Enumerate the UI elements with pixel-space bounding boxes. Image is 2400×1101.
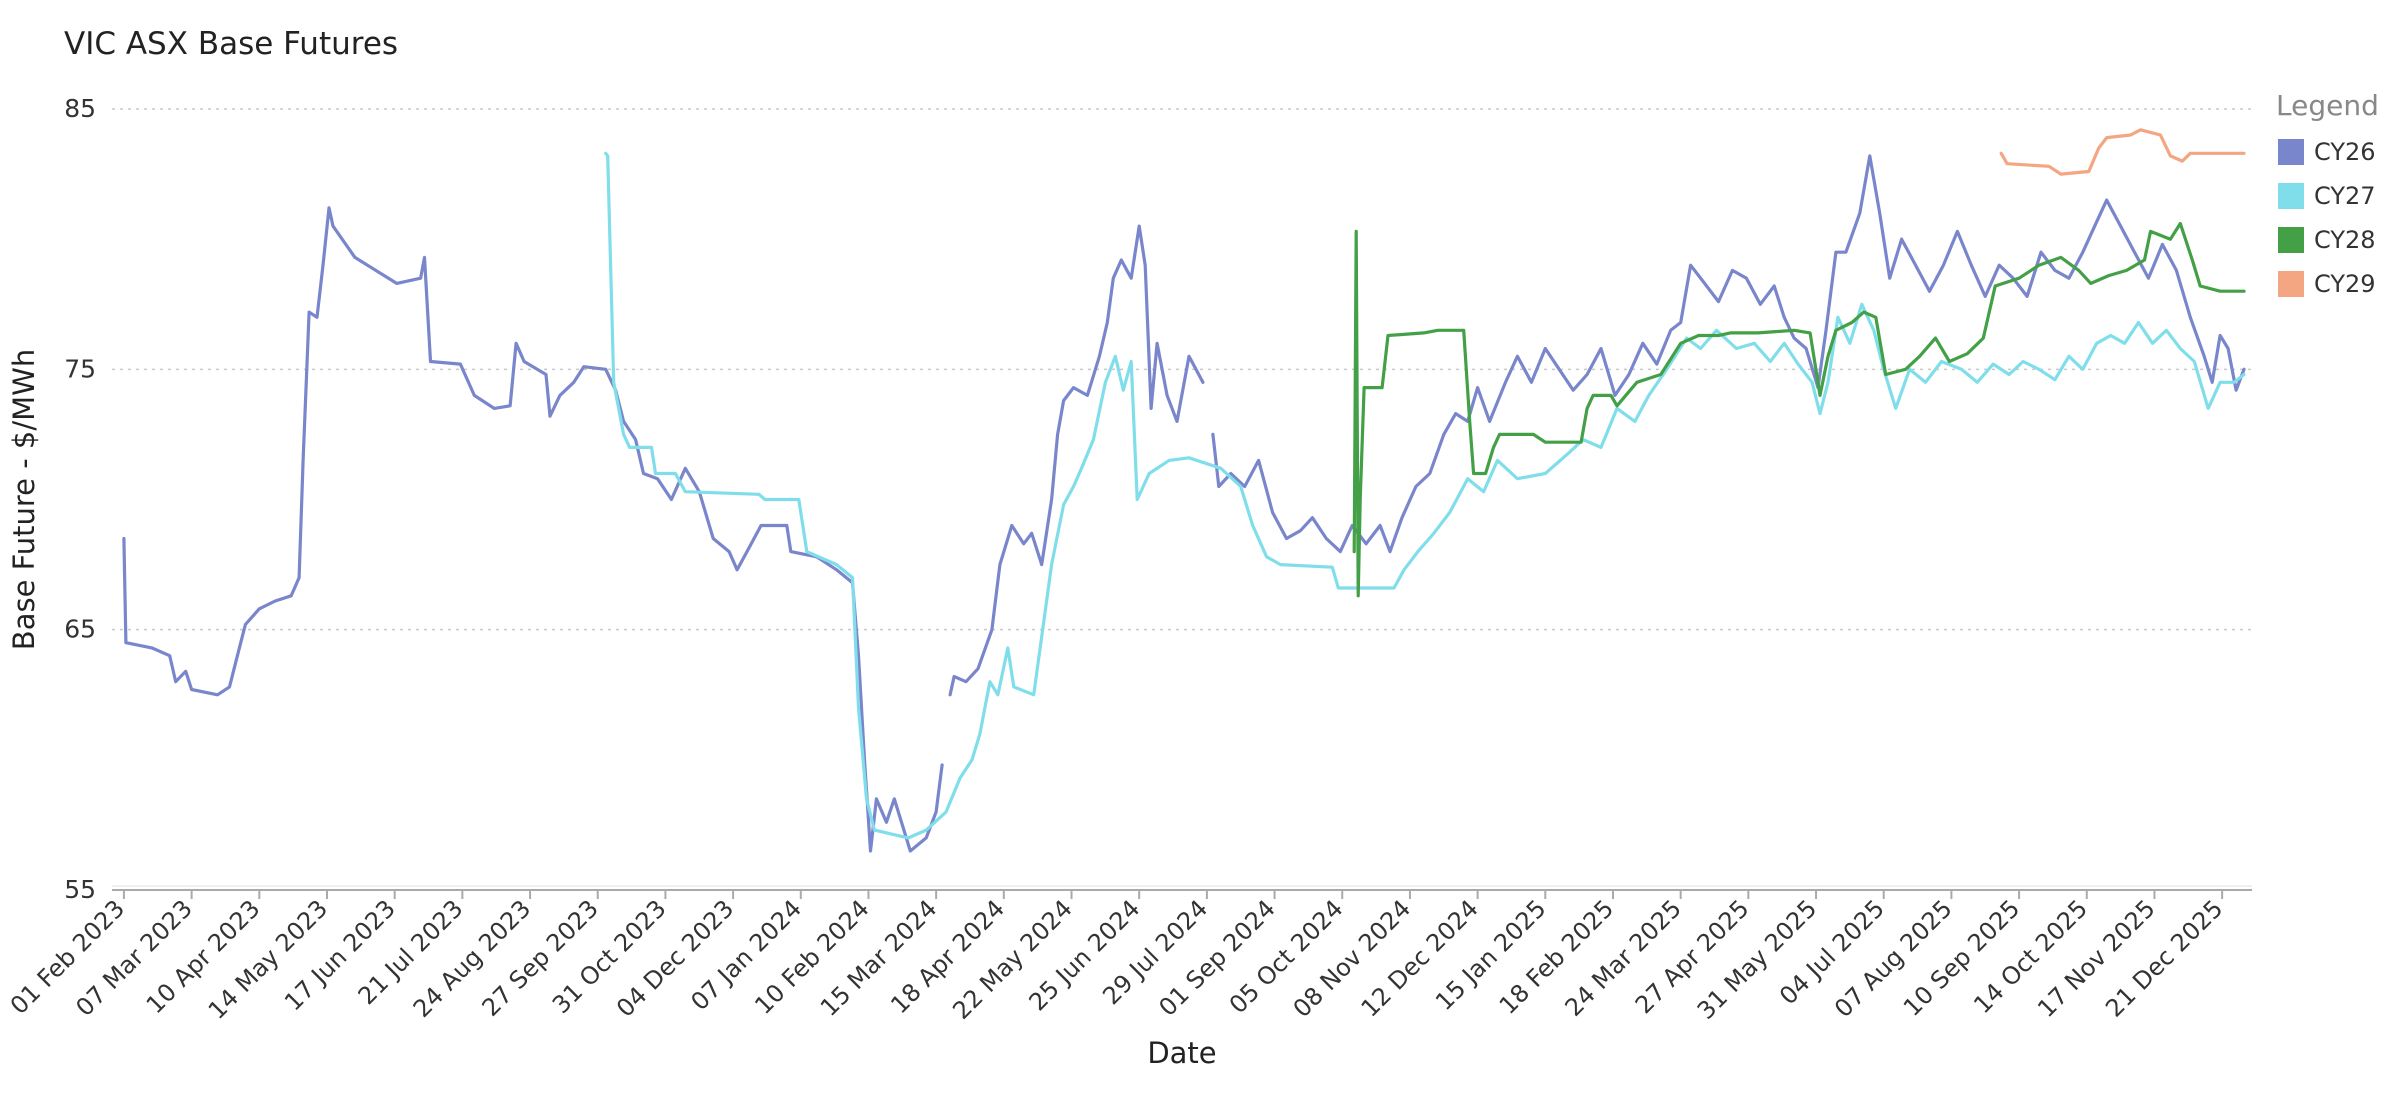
legend-swatch-cy27 — [2278, 183, 2304, 209]
x-tick-label: 14 May 2023 — [203, 894, 333, 1024]
legend-label-cy28: CY28 — [2314, 226, 2376, 254]
x-tick-label: 24 Mar 2025 — [1560, 894, 1687, 1021]
legend: Legend CY26 CY27 CY28 CY29 — [2276, 89, 2379, 298]
y-tick-label: 55 — [64, 875, 96, 904]
x-tick-label: 07 Aug 2025 — [1829, 894, 1958, 1023]
legend-label-cy29: CY29 — [2314, 270, 2376, 298]
series-line-cy26 — [1211, 154, 2246, 554]
x-tick-label: 17 Nov 2025 — [2032, 894, 2160, 1022]
x-axis-label: Date — [1147, 1036, 1216, 1070]
y-tick-label: 85 — [64, 94, 96, 123]
legend-title: Legend — [2276, 89, 2379, 122]
x-tick-label: 31 May 2025 — [1692, 894, 1822, 1024]
x-tick-label: 12 Dec 2024 — [1356, 894, 1484, 1022]
x-tick-label: 27 Sep 2023 — [477, 894, 604, 1021]
legend-label-cy27: CY27 — [2314, 182, 2376, 210]
x-tick-label: 10 Sep 2025 — [1898, 894, 2025, 1021]
x-tick-label: 24 Aug 2023 — [408, 894, 537, 1023]
legend-label-cy26: CY26 — [2314, 138, 2376, 166]
y-axis-label: Base Future - $/MWh — [7, 349, 41, 650]
series-line-cy28 — [1352, 221, 2246, 598]
x-tick-label: 22 May 2024 — [947, 894, 1077, 1024]
x-tick-label: 01 Sep 2024 — [1153, 894, 1280, 1021]
legend-swatch-cy28 — [2278, 227, 2304, 253]
x-tick-label: 21 Dec 2025 — [2100, 894, 2228, 1022]
y-tick-label: 75 — [64, 354, 96, 383]
legend-swatch-cy26 — [2278, 139, 2304, 165]
series-line-cy29 — [1999, 128, 2246, 176]
y-tick-label: 65 — [64, 615, 96, 644]
x-tick-label: 04 Dec 2023 — [611, 894, 739, 1022]
chart-title: VIC ASX Base Futures — [64, 26, 399, 62]
x-tick-label: 15 Mar 2024 — [815, 894, 942, 1021]
series-line-cy26 — [948, 224, 1205, 697]
series-line-cy27 — [604, 151, 2246, 840]
legend-swatch-cy29 — [2278, 271, 2304, 297]
series-line-cy26 — [122, 206, 944, 853]
grid-lines — [112, 108, 2252, 631]
x-tick-label: 01 Feb 2023 — [5, 894, 130, 1019]
x-tick-label: 07 Mar 2023 — [70, 894, 197, 1021]
x-tick-label: 08 Nov 2024 — [1288, 894, 1416, 1022]
plot-area — [122, 128, 2246, 853]
